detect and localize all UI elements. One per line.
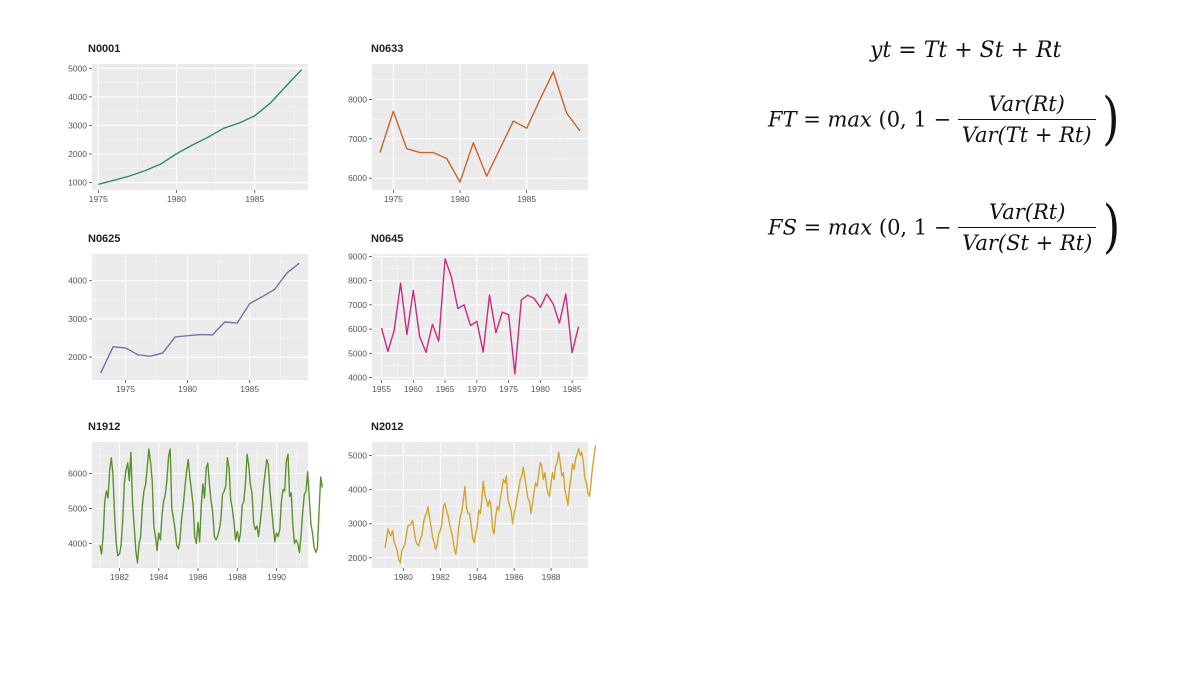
chart-n0645: 1955 1960 1965 1970 1975 1980 1985 4000 5000 6000…	[348, 251, 589, 394]
x-tick-label: 1980	[178, 384, 197, 394]
chart-title-n0625: N0625	[88, 233, 121, 245]
fs-open: (0, 1 −	[878, 215, 952, 240]
y-tick-label: 6000	[348, 173, 367, 183]
y-tick-label: 8000	[348, 276, 367, 286]
fs-denominator: Var(St + Rt)	[962, 231, 1093, 255]
series-line	[98, 69, 303, 185]
x-tick-label: 1982	[110, 572, 129, 582]
x-tick-label: 1980	[531, 384, 550, 394]
x-tick-label: 1988	[228, 572, 247, 582]
x-tick-label: 1975	[384, 194, 403, 204]
y-tick-label: 4000	[68, 92, 87, 102]
y-tick-label: 4000	[348, 485, 367, 495]
chart-n0001: 1975 1980 1985 1000 2000 3000 4000 5000	[68, 63, 308, 204]
x-tick-label: 1970	[467, 384, 486, 394]
x-tick-label: 1984	[468, 572, 487, 582]
chart-title-n0645: N0645	[371, 233, 404, 245]
chart-n0633: 1975 1980 1985 6000 7000 8000	[348, 64, 588, 204]
decomposition-text: yt = Tt + St + Rt	[870, 38, 1062, 63]
series-line	[384, 445, 597, 564]
x-tick-label: 1985	[563, 384, 582, 394]
x-tick-label: 1955	[372, 384, 391, 394]
chart-n0625: 1975 1980 1985 2000 3000 4000	[68, 254, 308, 394]
plot-background	[372, 64, 588, 190]
y-tick-label: 8000	[348, 94, 367, 104]
x-tick-label: 1986	[189, 572, 208, 582]
y-tick-label: 3000	[68, 120, 87, 130]
ft-fraction: Var(Rt) Var(Tt + Rt)	[957, 92, 1096, 147]
series-line	[379, 71, 581, 183]
fs-lhs: FS = max	[768, 215, 873, 240]
chart-title-n1912: N1912	[88, 421, 121, 433]
chart-title-n0633: N0633	[371, 43, 404, 55]
x-tick-label: 1980	[167, 194, 186, 204]
x-tick-label: 1985	[240, 384, 259, 394]
ft-denominator: Var(Tt + Rt)	[961, 123, 1092, 147]
plot-background	[92, 254, 308, 380]
series-line	[100, 262, 300, 374]
chart-n2012: 1980 1982 1984 1986 1988 2000 3000 4000 5000	[348, 442, 597, 582]
plot-background	[92, 64, 308, 190]
fs-close: )	[1103, 193, 1121, 260]
x-tick-label: 1960	[404, 384, 423, 394]
y-tick-label: 5000	[348, 451, 367, 461]
y-tick-label: 9000	[348, 251, 367, 261]
fs-formula: FS = max (0, 1 − Var(Rt) Var(St + Rt) )	[768, 193, 1121, 260]
x-tick-label: 1965	[436, 384, 455, 394]
x-tick-label: 1984	[149, 572, 168, 582]
y-tick-label: 3000	[348, 519, 367, 529]
y-tick-label: 2000	[68, 149, 87, 159]
y-tick-label: 5000	[68, 63, 87, 73]
fs-numerator: Var(Rt)	[958, 200, 1097, 228]
y-tick-label: 3000	[68, 314, 87, 324]
x-tick-label: 1990	[267, 572, 286, 582]
x-tick-label: 1985	[245, 194, 264, 204]
y-tick-label: 6000	[348, 324, 367, 334]
y-tick-label: 6000	[68, 469, 87, 479]
series-line	[380, 258, 580, 375]
x-tick-label: 1988	[542, 572, 561, 582]
fs-fraction: Var(Rt) Var(St + Rt)	[958, 200, 1097, 255]
ft-formula: FT = max (0, 1 − Var(Rt) Var(Tt + Rt) )	[768, 85, 1120, 152]
chart-title-n0001: N0001	[88, 43, 121, 55]
y-tick-label: 4000	[348, 373, 367, 383]
y-tick-label: 1000	[68, 178, 87, 188]
x-tick-label: 1980	[451, 194, 470, 204]
ft-lhs: FT = max	[768, 107, 872, 132]
y-tick-label: 5000	[348, 348, 367, 358]
y-tick-label: 2000	[68, 352, 87, 362]
y-tick-label: 7000	[348, 300, 367, 310]
plot-background	[92, 442, 308, 568]
plot-background	[372, 442, 588, 568]
y-tick-label: 5000	[68, 504, 87, 514]
chart-n1912: 1982 1984 1986 1988 1990 4000 5000 6000	[68, 442, 323, 582]
x-tick-label: 1975	[89, 194, 108, 204]
y-tick-label: 2000	[348, 553, 367, 563]
ft-close: )	[1102, 85, 1120, 152]
x-tick-label: 1986	[505, 572, 524, 582]
chart-title-n2012: N2012	[371, 421, 404, 433]
x-tick-label: 1975	[499, 384, 518, 394]
y-tick-label: 4000	[68, 276, 87, 286]
x-tick-label: 1985	[517, 194, 536, 204]
x-tick-label: 1980	[394, 572, 413, 582]
decomposition-formula: yt = Tt + St + Rt	[870, 38, 1061, 63]
series-line	[99, 448, 323, 564]
x-tick-label: 1982	[431, 572, 450, 582]
y-tick-label: 4000	[68, 539, 87, 549]
ft-open: (0, 1 −	[878, 107, 952, 132]
x-tick-label: 1975	[116, 384, 135, 394]
y-tick-label: 7000	[348, 134, 367, 144]
ft-numerator: Var(Rt)	[957, 92, 1096, 120]
formula-area: yt = Tt + St + Rt FT = max (0, 1 − Var(R…	[740, 30, 1190, 290]
